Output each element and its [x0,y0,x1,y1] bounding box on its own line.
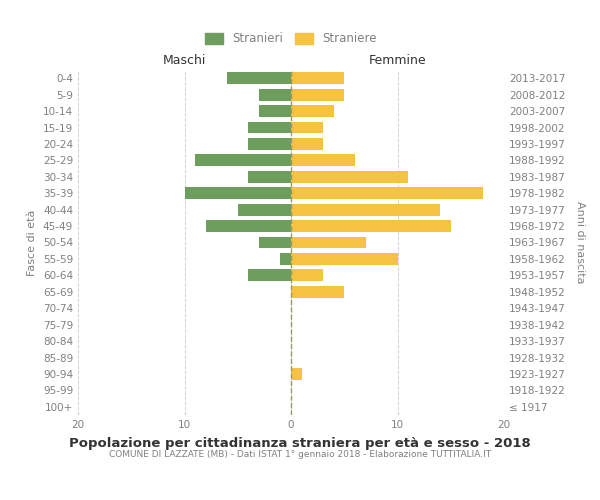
Text: Popolazione per cittadinanza straniera per età e sesso - 2018: Popolazione per cittadinanza straniera p… [69,438,531,450]
Bar [291,253,398,265]
Bar [291,286,344,298]
Bar [291,154,355,166]
Bar [259,236,291,248]
Bar [291,188,483,199]
Bar [227,72,291,84]
Bar [291,88,344,101]
Bar [259,88,291,101]
Bar [248,270,291,281]
Y-axis label: Fasce di età: Fasce di età [28,210,37,276]
Bar [238,204,291,216]
Legend: Stranieri, Straniere: Stranieri, Straniere [200,28,382,50]
Bar [291,204,440,216]
Bar [291,72,344,84]
Text: COMUNE DI LAZZATE (MB) - Dati ISTAT 1° gennaio 2018 - Elaborazione TUTTITALIA.IT: COMUNE DI LAZZATE (MB) - Dati ISTAT 1° g… [109,450,491,459]
Bar [185,188,291,199]
Bar [280,253,291,265]
Bar [248,122,291,134]
Bar [206,220,291,232]
Bar [291,138,323,150]
Bar [291,105,334,117]
Bar [248,171,291,182]
Bar [291,368,302,380]
Bar [195,154,291,166]
Text: Maschi: Maschi [163,54,206,66]
Bar [291,220,451,232]
Bar [291,122,323,134]
Bar [291,171,408,182]
Bar [248,138,291,150]
Text: Femmine: Femmine [368,54,427,66]
Bar [259,105,291,117]
Bar [291,236,365,248]
Bar [291,270,323,281]
Y-axis label: Anni di nascita: Anni di nascita [575,201,585,284]
